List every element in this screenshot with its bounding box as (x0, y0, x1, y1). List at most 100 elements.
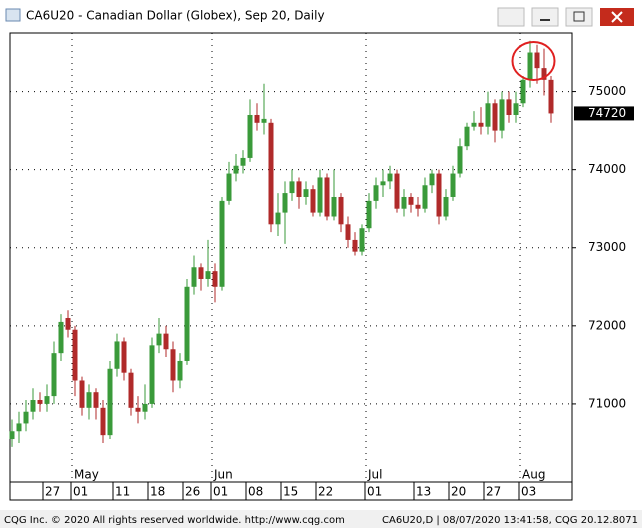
x-tick-label: 08 (248, 485, 263, 499)
candle-body (310, 189, 316, 213)
candle-body (30, 400, 36, 412)
highlight-circle (511, 41, 556, 81)
month-label: Jun (213, 468, 233, 482)
candle-body (506, 99, 512, 115)
candle-body (478, 122, 484, 127)
candle-body (331, 196, 337, 217)
y-tick-label: 71000 (588, 396, 626, 410)
candle-body (548, 79, 554, 114)
candle-body (254, 114, 260, 123)
candle-body (240, 157, 246, 166)
candle-body (177, 360, 183, 381)
candle-body (16, 423, 22, 432)
candle-body (261, 118, 267, 123)
chart-title: CA6U20 - Canadian Dollar (Globex), Sep 2… (26, 9, 325, 23)
last-price-box (574, 106, 634, 121)
footer-left: CQG Inc. © 2020 All rights reserved worl… (4, 515, 345, 526)
x-tick-label: 27 (486, 485, 501, 499)
x-tick-label: 13 (416, 485, 431, 499)
minimize-button[interactable] (531, 7, 559, 27)
candle-body (513, 103, 519, 115)
candle-body (51, 353, 57, 397)
candle-body (317, 177, 323, 213)
x-tick-label: 01 (367, 485, 382, 499)
x-tick-label: 26 (185, 485, 200, 499)
x-tick-label: 11 (115, 485, 130, 499)
candle-body (359, 228, 365, 252)
candle-body (23, 411, 29, 424)
candle-body (93, 392, 99, 408)
candle-body (37, 400, 43, 404)
candle-body (205, 271, 211, 279)
link-button[interactable] (497, 7, 525, 27)
maximize-button[interactable] (565, 7, 593, 27)
candle-body (58, 321, 64, 354)
candle-body (534, 52, 540, 69)
x-tick-label: 15 (283, 485, 298, 499)
month-label: Aug (522, 468, 545, 482)
x-tick-label: 18 (150, 485, 165, 499)
footer-bar (0, 510, 642, 528)
candle-body (408, 196, 414, 205)
candle-body (114, 341, 120, 369)
candle-body (485, 103, 491, 127)
candle-body (422, 185, 428, 209)
candle-body (464, 126, 470, 147)
candle-body (338, 196, 344, 225)
month-label: Jul (367, 468, 382, 482)
close-icon (611, 11, 623, 23)
x-tick-label: 22 (318, 485, 333, 499)
candle-body (135, 407, 141, 412)
date-axis (9, 481, 573, 501)
candle-body (233, 165, 239, 174)
candle-body (541, 68, 547, 80)
y-tick-label: 74000 (588, 162, 626, 176)
candle-body (212, 271, 218, 287)
last-price-label: 74720 (588, 106, 626, 120)
candle-body (387, 173, 393, 182)
x-tick-label: 03 (521, 485, 536, 499)
candle-body (72, 329, 78, 381)
candle-body (170, 349, 176, 381)
candle-body (156, 333, 162, 346)
candle-body (275, 212, 281, 225)
x-tick-label: 01 (213, 485, 228, 499)
app-icon (5, 8, 21, 22)
candle-body (457, 146, 463, 174)
candle-body (149, 345, 155, 404)
x-tick-label: 01 (73, 485, 88, 499)
candle-body (324, 177, 330, 217)
candle-body (142, 403, 148, 412)
candle-body (198, 267, 204, 279)
candle-body (303, 189, 309, 197)
candle-body (268, 122, 274, 225)
candle-body (226, 173, 232, 201)
candle-body (282, 193, 288, 213)
candle-body (345, 224, 351, 240)
candle-body (499, 99, 505, 131)
candle-body (65, 318, 71, 330)
candle-body (107, 368, 113, 436)
x-tick-label: 20 (451, 485, 466, 499)
candle-body (471, 122, 477, 127)
y-tick-label: 73000 (588, 240, 626, 254)
candle-body (380, 181, 386, 186)
candle-body (373, 185, 379, 201)
candle-body (401, 196, 407, 209)
candle-body (247, 114, 253, 158)
candle-body (394, 173, 400, 209)
candle-body (415, 204, 421, 209)
x-tick-label: 27 (45, 485, 60, 499)
candle-body (492, 103, 498, 131)
candle-body (296, 181, 302, 197)
candle-body (219, 200, 225, 287)
candle-body (121, 341, 127, 373)
candle-body (79, 380, 85, 408)
candle-body (443, 196, 449, 217)
candle-body (436, 173, 442, 217)
month-label: May (74, 468, 99, 482)
candle-body (289, 181, 295, 194)
maximize-icon (573, 11, 585, 22)
candle-body (527, 52, 533, 80)
